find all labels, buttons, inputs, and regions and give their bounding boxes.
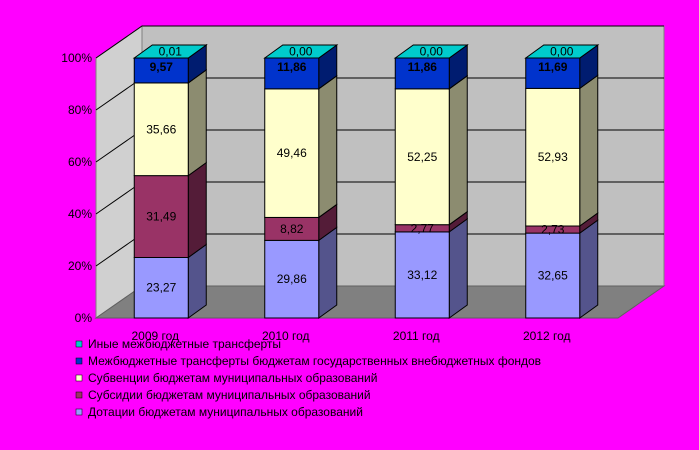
data-label: 0,00: [420, 45, 444, 59]
legend-label: Субсидии бюджетам муниципальных образова…: [88, 388, 371, 402]
bar-side: [187, 161, 207, 259]
bar-front: [525, 87, 581, 227]
bar-front: [264, 88, 320, 218]
x-tick-label: 2011 год: [393, 329, 440, 343]
data-label: 11,86: [408, 60, 438, 74]
data-label: 52,25: [407, 150, 437, 164]
gridline: [95, 25, 664, 59]
legend-item: Дотации бюджетам муниципальных образован…: [75, 405, 363, 419]
bar-front: [133, 256, 189, 319]
bar-front: [394, 57, 450, 90]
bar-front: [525, 232, 581, 319]
bar-segment: [133, 68, 207, 177]
bar-top: [263, 44, 339, 59]
bar-segment: [264, 74, 338, 219]
bar-top: [524, 44, 600, 59]
legend-item: Субсидии бюджетам муниципальных образова…: [75, 388, 371, 402]
bar-segment: [264, 226, 338, 319]
data-label: 23,27: [146, 281, 176, 295]
y-tick-label: 20%: [68, 259, 92, 273]
x-tick-label: 2012 год: [523, 329, 571, 343]
bar-front: [394, 88, 450, 226]
bar-segment: [264, 44, 338, 90]
bar-front: [394, 231, 450, 319]
legend-swatch: [75, 391, 83, 399]
y-tick-label: 40%: [68, 207, 92, 221]
data-label: 11,86: [277, 60, 307, 74]
bar-segment: [394, 44, 468, 90]
legend-label: Иные межбюджетные трансферты: [88, 337, 281, 351]
legend-swatch: [75, 374, 83, 382]
y-tick-label: 100%: [61, 51, 92, 65]
legend-label: Субвенции бюджетам муниципальных образов…: [88, 371, 377, 385]
chart-bars: 23,27 31,49 35,66 9,570,01 29,86 8,82 49,46 11,…: [132, 44, 600, 319]
data-label: 2,77: [411, 221, 435, 235]
legend-swatch: [75, 340, 83, 348]
y-tick-label: 60%: [68, 155, 92, 169]
data-label: 0,00: [289, 45, 313, 59]
data-label: 8,82: [280, 222, 304, 236]
legend-label: Межбюджетные трансферты бюджетам государ…: [88, 354, 541, 368]
bar-front: [525, 57, 581, 89]
data-label: 29,86: [277, 272, 307, 286]
data-label: 0,00: [550, 45, 574, 59]
chart-legend: Иные межбюджетные трансферты Межбюджетные…: [75, 337, 541, 419]
x-tick-label: 2010 год: [262, 329, 310, 343]
data-label: 49,46: [277, 146, 307, 160]
bar-side: [187, 68, 207, 177]
data-label: 0,01: [159, 45, 183, 59]
bar-segment: [264, 203, 338, 242]
legend-item: Межбюджетные трансферты бюджетам государ…: [75, 354, 541, 368]
bar-side: [318, 74, 338, 219]
data-label: 52,93: [538, 150, 568, 164]
data-label: 33,12: [407, 268, 437, 282]
bar-segment: [525, 212, 599, 235]
data-label: 32,65: [538, 269, 568, 283]
bar-segment: [394, 217, 468, 319]
bar-front: [133, 175, 189, 258]
legend-swatch: [75, 357, 83, 365]
y-tick-label: 80%: [68, 103, 92, 117]
legend-label: Дотации бюджетам муниципальных образован…: [88, 405, 363, 419]
bar-segment: [525, 74, 599, 227]
bar-side: [318, 226, 338, 319]
x-axis-ticks: 2009 год 2010 год 2011 год 2012 год: [131, 329, 570, 343]
data-label: 31,49: [146, 210, 176, 224]
bar-segment: [525, 219, 599, 319]
legend-item: Субвенции бюджетам муниципальных образов…: [75, 371, 377, 385]
y-tick-label: 0%: [75, 311, 93, 325]
bar-front: [264, 57, 320, 90]
bar-front: [264, 239, 320, 319]
x-tick-label: 2009 год: [131, 329, 179, 343]
data-label: 9,57: [150, 60, 174, 74]
bar-segment: [525, 44, 599, 90]
legend-swatch: [75, 408, 83, 416]
bar-side: [448, 74, 468, 226]
bar-segment: [394, 74, 468, 226]
data-label: 11,69: [538, 60, 568, 74]
data-label: 35,66: [146, 122, 176, 136]
bar-segment: [133, 44, 207, 84]
legend-item: Иные межбюджетные трансферты: [75, 337, 281, 351]
bar-top: [132, 44, 208, 59]
y-axis-ticks: 0% 20% 40% 60% 80% 100%: [61, 51, 92, 325]
bar-top: [393, 44, 469, 59]
bar-front: [133, 57, 189, 84]
bar-side: [579, 74, 599, 227]
bar-side: [448, 217, 468, 319]
data-label: 2,73: [541, 223, 565, 237]
bar-segment: [133, 243, 207, 319]
bar-side: [579, 219, 599, 319]
bar-segment: [133, 161, 207, 259]
